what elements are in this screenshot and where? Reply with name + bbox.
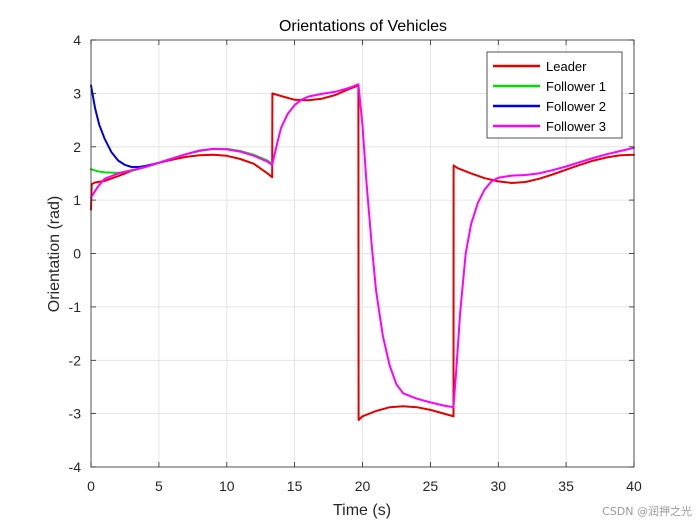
x-tick-label: 0 — [87, 478, 95, 494]
y-tick-label: 0 — [73, 246, 81, 262]
x-tick-label: 20 — [355, 478, 371, 494]
watermark: CSDN @润押之光 — [602, 505, 692, 518]
x-axis-label: Time (s) — [333, 502, 391, 519]
series-line-follower-3 — [90, 83, 635, 409]
x-tick-label: 30 — [491, 478, 507, 494]
y-tick-label: 4 — [73, 32, 81, 48]
axis-ticks: 0 5 10 15 20 25 30 35 40 -4 -3 -2 -1 0 1 2 3 4 — [69, 32, 642, 494]
y-tick-label: -4 — [69, 459, 82, 475]
data-series — [90, 83, 635, 421]
y-axis-label: Orientation (rad) — [46, 196, 63, 313]
y-tick-label: 1 — [73, 192, 81, 208]
x-tick-label: 35 — [558, 478, 574, 494]
legend-label-follower-2: Follower 2 — [546, 99, 606, 114]
legend-label-follower-1: Follower 1 — [546, 79, 606, 94]
chart-title: Orientations of Vehicles — [279, 18, 447, 35]
y-tick-label: -3 — [69, 406, 82, 422]
y-tick-label: 2 — [73, 139, 81, 155]
x-tick-label: 25 — [423, 478, 439, 494]
y-tick-label: -2 — [69, 352, 82, 368]
legend-label-follower-3: Follower 3 — [546, 119, 606, 134]
x-tick-label: 15 — [287, 478, 303, 494]
legend-label-leader: Leader — [546, 59, 587, 74]
legend: Leader Follower 1 Follower 2 Follower 3 — [486, 51, 623, 139]
x-tick-label: 10 — [219, 478, 235, 494]
x-tick-label: 40 — [626, 478, 642, 494]
y-tick-label: 3 — [73, 85, 81, 101]
y-tick-label: -1 — [69, 299, 82, 315]
x-tick-label: 5 — [155, 478, 163, 494]
